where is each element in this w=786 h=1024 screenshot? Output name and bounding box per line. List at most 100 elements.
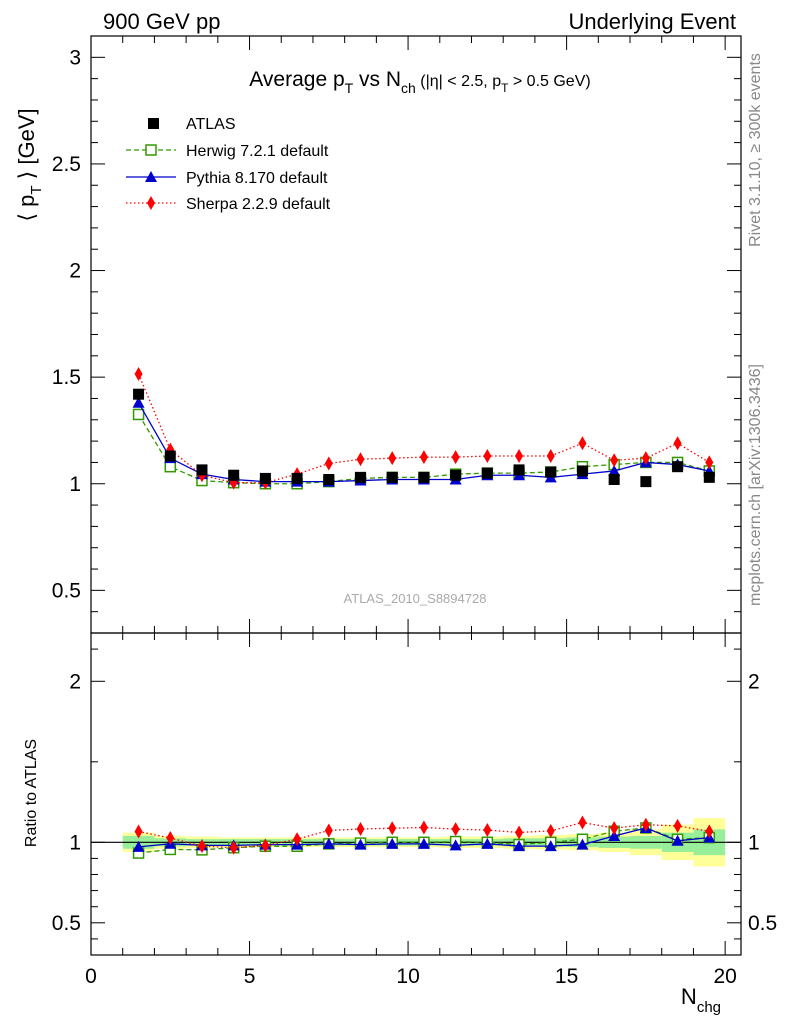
atlas-data-point: [513, 464, 525, 476]
herwig-point: [132, 408, 145, 421]
y-axis-label: ⟨ pT ⟩ [GeV]: [14, 108, 45, 221]
atlas-data-point: [228, 469, 240, 481]
y-tick-label: 1: [69, 473, 81, 496]
atlas-data-point: [386, 471, 398, 483]
pythia-ratio-point: [608, 829, 621, 841]
sherpa-ratio-point: [229, 840, 238, 855]
ratio-tick-label-left: 0.5: [52, 912, 81, 935]
sherpa-ratio-point: [134, 824, 143, 839]
sherpa-point: [134, 366, 143, 381]
pythia-ratio-point: [671, 834, 684, 846]
sherpa-ratio-point: [261, 838, 270, 853]
sherpa-point: [546, 449, 555, 464]
atlas-data-point: [703, 471, 715, 483]
sherpa-ratio-point: [324, 823, 333, 838]
sherpa-ratio-point: [293, 832, 302, 847]
x-tick-label: 10: [396, 965, 419, 988]
atlas-data-point: [355, 471, 367, 483]
sherpa-ratio-point: [419, 820, 428, 835]
pythia-ratio-point: [386, 837, 399, 849]
pythia-ratio-point: [576, 838, 589, 850]
atlas-data-point: [576, 465, 588, 477]
sherpa-ratio-point: [610, 821, 619, 836]
sherpa-point: [515, 449, 524, 464]
pythia-ratio-point: [449, 839, 462, 851]
pythia-point: [132, 396, 145, 408]
y-tick-label: 3: [69, 46, 81, 69]
atlas-data-point: [608, 473, 620, 485]
pythia-ratio-point: [544, 840, 557, 852]
analysis-id: ATLAS_2010_S8894728: [344, 591, 487, 606]
ratio-tick-label-right: 2: [748, 670, 760, 693]
legend-label-herwig: Herwig 7.2.1 default: [186, 143, 329, 160]
ratio-axis-label: Ratio to ATLAS: [23, 739, 40, 847]
atlas-data-point: [481, 467, 493, 479]
sherpa-point: [419, 450, 428, 465]
atlas-data-point: [164, 450, 176, 462]
sherpa-ratio-point: [197, 839, 206, 854]
mcplots-reference: mcplots.cern.ch [arXiv:1306.3436]: [747, 364, 764, 606]
sherpa-ratio-point: [483, 823, 492, 838]
legend: ATLAS Herwig 7.2.1 default Pythia 8.170 …: [126, 116, 331, 213]
series-line-sherpa: [137, 373, 710, 484]
pythia-ratio-point: [322, 837, 335, 849]
legend-marker-herwig: [145, 144, 157, 156]
sherpa-ratio-point: [166, 831, 175, 846]
ratio-tick-label-right: 0.5: [748, 912, 777, 935]
series-line-pythia: [137, 402, 710, 483]
x-tick-label: 5: [244, 965, 256, 988]
sherpa-point: [673, 436, 682, 451]
sherpa-ratio-point: [515, 825, 524, 840]
header-left: 900 GeV pp: [103, 9, 220, 34]
atlas-data-point: [672, 461, 684, 473]
atlas-data-point: [418, 471, 430, 483]
legend-label-pythia: Pythia 8.170 default: [186, 170, 328, 187]
sherpa-ratio-point: [451, 822, 460, 837]
x-tick-label: 15: [555, 965, 578, 988]
pythia-ratio-point: [132, 840, 145, 852]
sherpa-point: [578, 436, 587, 451]
ratio-tick-label-left: 2: [69, 670, 81, 693]
atlas-data-point: [323, 473, 335, 485]
header-right: Underlying Event: [568, 9, 736, 34]
x-axis-label: Nchg: [681, 984, 721, 1016]
sherpa-point: [483, 449, 492, 464]
sherpa-point: [324, 456, 333, 471]
sherpa-point: [451, 450, 460, 465]
legend-marker-pythia: [145, 171, 157, 182]
sherpa-ratio-point: [673, 818, 682, 833]
rivet-version-note: Rivet 3.1.10, ≥ 300k events: [747, 53, 764, 247]
y-tick-label: 1.5: [52, 366, 81, 389]
atlas-data-point: [291, 472, 303, 484]
sherpa-ratio-point: [546, 823, 555, 838]
atlas-data-point: [133, 388, 145, 400]
tick-labels: 0 5 10 15 20 0.5 1 1.5 2 2.5 3 0.5 0.5 1 1 2 2: [52, 46, 777, 988]
chart-title: Average pT vs Nch (|η| < 2.5, pT > 0.5 G…: [249, 68, 590, 96]
pythia-ratio-point: [354, 838, 367, 850]
ratio-tick-label-left: 1: [69, 831, 81, 854]
sherpa-ratio-point: [705, 824, 714, 839]
y-tick-label: 0.5: [52, 579, 81, 602]
herwig-point: [164, 460, 177, 473]
x-tick-label: 20: [713, 965, 736, 988]
atlas-data-point: [259, 472, 271, 484]
series-layer: [91, 366, 741, 859]
atlas-data-point: [196, 464, 208, 476]
y-tick-label: 2.5: [52, 153, 81, 176]
y-tick-label: 2: [69, 260, 81, 283]
ratio-plot-frame: [90, 632, 742, 956]
x-tick-label: 0: [85, 965, 97, 988]
sherpa-ratio-point: [356, 822, 365, 837]
legend-label-sherpa: Sherpa 2.2.9 default: [186, 196, 331, 213]
sherpa-ratio-point: [388, 821, 397, 836]
pythia-point: [608, 464, 621, 476]
sherpa-point: [705, 455, 714, 470]
pythia-ratio-point: [417, 837, 430, 849]
legend-label-atlas: ATLAS: [186, 116, 236, 133]
pythia-ratio-point: [513, 840, 526, 852]
atlas-data-point: [640, 476, 652, 488]
ratio-tick-label-right: 1: [748, 831, 760, 854]
pythia-ratio-point: [481, 837, 494, 849]
sherpa-point: [356, 452, 365, 467]
